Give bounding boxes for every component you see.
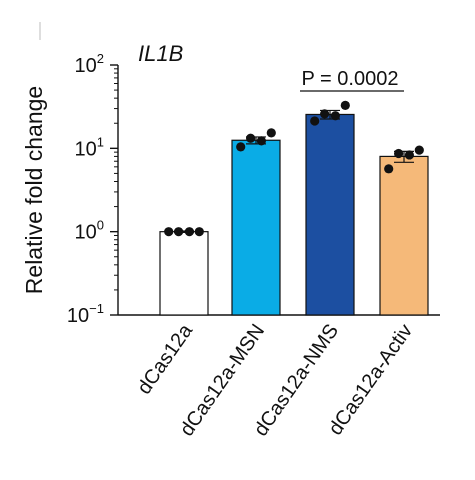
- bar-layer: [159, 109, 429, 316]
- point-layer: [164, 100, 424, 237]
- annotation-layer: P = 0.0002: [300, 68, 404, 92]
- bar: [159, 231, 209, 316]
- data-point: [404, 150, 414, 160]
- data-point: [394, 148, 404, 159]
- data-point: [330, 111, 340, 121]
- data-point: [184, 227, 194, 237]
- data-point: [310, 116, 320, 126]
- data-point: [174, 227, 184, 237]
- y-tick-label: 102: [75, 51, 104, 77]
- y-tick-label: 100: [75, 218, 104, 244]
- x-tick-label: dCas12a: [133, 320, 197, 399]
- data-point: [256, 136, 266, 146]
- data-point: [266, 128, 276, 138]
- p-value-label: P = 0.0002: [302, 68, 399, 90]
- data-point: [194, 227, 204, 237]
- bar: [231, 139, 281, 316]
- data-point: [236, 142, 246, 152]
- data-point: [246, 133, 256, 143]
- y-axis-label: Relative fold change: [21, 86, 47, 294]
- bar: [379, 155, 429, 316]
- y-tick-label: 10−1: [67, 301, 104, 327]
- y-tick-label: 101: [75, 134, 104, 160]
- data-point: [340, 100, 350, 110]
- data-point: [164, 227, 174, 237]
- bar: [305, 113, 355, 316]
- chart-title: IL1B: [138, 41, 183, 66]
- data-point: [414, 145, 424, 155]
- data-point: [384, 164, 394, 174]
- data-point: [320, 109, 330, 119]
